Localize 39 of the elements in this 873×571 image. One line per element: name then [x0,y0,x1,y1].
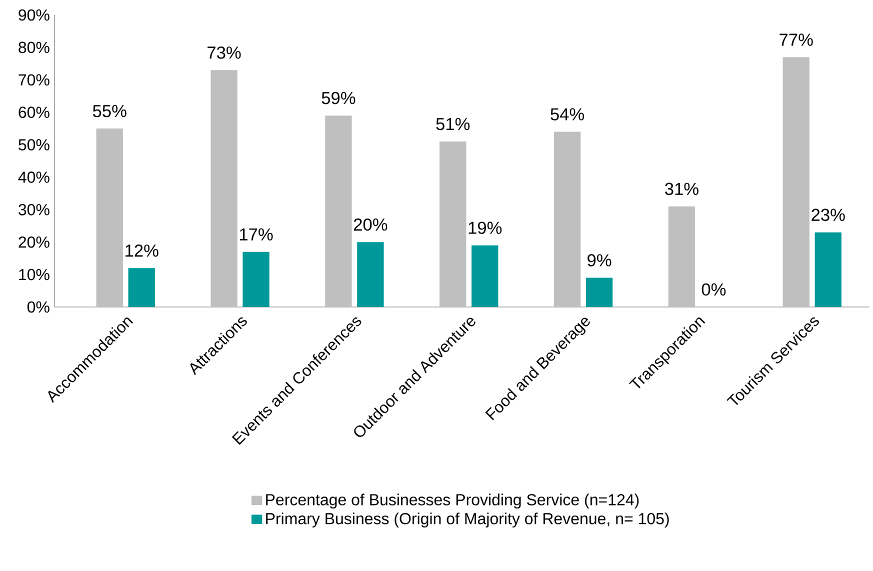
data-label: 77% [780,34,813,46]
y-tick-label: 50% [18,139,50,150]
data-label: 0% [702,283,726,296]
y-tick-label: 80% [18,42,50,54]
bar [210,70,238,307]
data-label: 19% [468,222,502,234]
bar [128,268,155,307]
bar [242,252,270,307]
data-label: 54% [550,108,584,120]
legend-label: Percentage of Businesses Providing Service (n=124) [266,494,639,509]
y-tick-label: 40% [18,172,50,183]
data-label: 55% [92,104,126,118]
data-label: 51% [436,118,470,130]
y-tick-label: 10% [19,268,50,280]
data-label: 73% [208,46,241,59]
bar [668,206,696,307]
bar [472,245,498,307]
y-tick-label: 90% [18,9,50,21]
data-label: 59% [322,92,356,104]
bar [554,132,581,307]
y-tick-label: 20% [18,236,50,248]
data-label: 31% [665,182,698,196]
y-tick-label: 70% [18,74,50,86]
data-label: 12% [126,244,158,257]
y-tick-label: 60% [18,106,50,118]
y-tick-label: 0% [27,301,50,313]
bar [96,128,123,307]
bar [440,142,466,307]
data-label: 23% [812,208,845,221]
bar [782,57,810,307]
data-label: 9% [588,254,612,266]
bar [814,232,842,307]
y-tick-label: 30% [18,204,50,216]
bar [586,278,613,307]
legend-label: Primary Business (Origin of Majority of Revenue, n= 105) [266,512,669,528]
bar [325,116,352,307]
bar [357,242,384,307]
data-label: 20% [354,218,388,231]
data-label: 17% [240,228,273,240]
